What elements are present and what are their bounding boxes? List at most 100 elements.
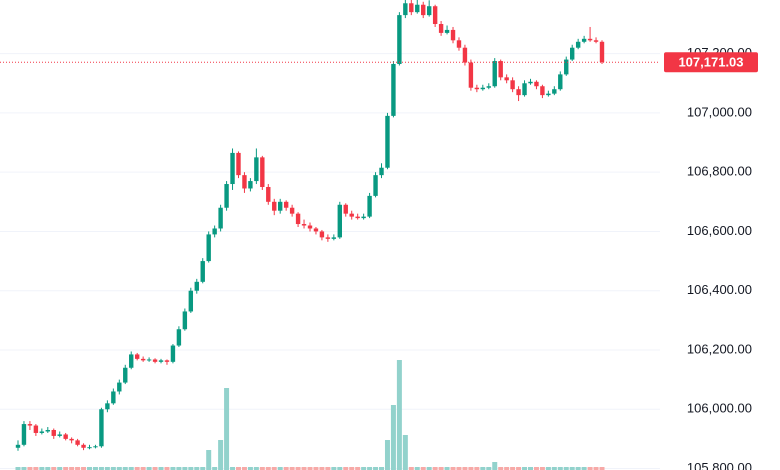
volume-bar [295,467,301,470]
candle-body [75,440,80,445]
candle-body [194,281,199,291]
candle-body [397,15,402,65]
volume-bar [527,467,533,470]
last-price-tag [664,52,758,73]
candle-body [540,86,545,96]
candle-body [504,77,509,81]
candle-body [254,157,259,182]
volume-bar [33,467,39,470]
candle-body [87,447,92,449]
volume-bar [486,467,492,470]
candle-body [313,228,319,232]
candle-body [81,444,86,448]
volume-bar [319,467,325,470]
volume-bar [98,467,104,470]
volume-bar [206,450,212,470]
volume-bar [390,405,396,470]
candle-body [266,186,271,202]
volume-bar [289,467,295,470]
volume-bar [587,467,593,470]
candle-body [474,87,480,90]
volume-bar [510,467,516,470]
candle-body [593,40,599,42]
volume-bar [27,467,33,470]
volume-bar [569,467,575,470]
candle-body [289,207,295,214]
candle-body [421,4,426,16]
candle-body [212,228,217,235]
volume-bar [331,467,337,470]
candle-body [331,237,337,239]
volume-bar [325,467,331,470]
candle-body [224,184,229,208]
candle-body [468,62,474,88]
candle-body [564,59,569,75]
candle-body [349,213,354,217]
volume-bar [140,467,146,470]
volume-bar [146,467,152,470]
candle-body [63,434,68,439]
volume-bar [539,467,545,470]
volume-bar [51,467,57,470]
candle-body [570,47,575,60]
volume-bar [283,467,289,470]
volume-bar [337,467,343,470]
candle-body [546,93,551,96]
volume-bar [152,467,158,470]
volume-bar [438,467,444,470]
candle-body [581,38,587,42]
candle-body [534,81,539,87]
candle-body [462,47,468,63]
candle-body [426,6,432,16]
volume-bar [414,467,420,470]
volume-bar [188,467,194,470]
volume-bar [164,467,170,470]
candle-body [516,89,521,96]
volume-bar [45,467,51,470]
volume-bar [426,467,432,470]
candle-body [528,81,533,84]
candle-body [415,4,420,13]
candle-body [182,311,188,330]
candle-body [438,24,444,33]
volume-bar [355,467,361,470]
volume-bar [462,467,468,470]
volume-bar [593,467,599,470]
candle-body [558,74,563,90]
volume-bar [373,467,379,470]
candle-body [152,359,158,362]
volume-bar [504,467,510,470]
volume-bar [492,462,498,470]
volume-bar [474,467,480,470]
volume-bar [575,467,581,470]
candle-body [93,446,98,448]
candle-body [391,64,396,116]
volume-bar [81,467,87,470]
candle-body [575,41,581,48]
candle-body [218,207,223,229]
candle-body [367,195,372,217]
volume-bar [456,467,462,470]
candle-body [140,358,146,361]
candle-body [355,216,360,219]
y-tick-label: 105,800.00 [687,460,752,470]
volume-bar [522,467,528,470]
volume-bar [224,388,230,470]
y-tick-label: 106,600.00 [687,223,752,238]
candle-body [480,87,486,90]
candle-body [456,40,462,48]
volume-bar [69,467,75,470]
volume-bar [158,467,164,470]
volume-bar [134,467,140,470]
candle-body [301,224,307,226]
candle-body [325,237,331,239]
volume-bar [230,467,236,470]
volume-bar [57,467,63,470]
candle-body [51,429,56,436]
candle-body [111,391,116,404]
candle-body [278,201,283,211]
candle-body [105,403,110,410]
candle-body [146,359,152,361]
candle-body [129,354,134,368]
